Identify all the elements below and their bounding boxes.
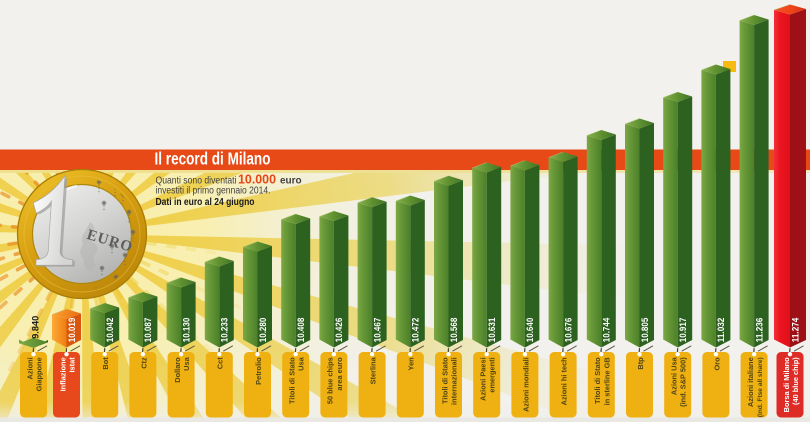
svg-text:10.640: 10.640 — [525, 318, 535, 343]
svg-text:Titoli di Stato: Titoli di Stato — [288, 357, 297, 404]
svg-text:11.032: 11.032 — [716, 318, 726, 343]
svg-text:10.280: 10.280 — [258, 318, 268, 343]
svg-text:Azioni Usa: Azioni Usa — [670, 356, 679, 395]
svg-text:Istat: Istat — [68, 357, 77, 373]
svg-text:Borsa di Milano: Borsa di Milano — [782, 357, 791, 413]
svg-text:10.426: 10.426 — [334, 318, 344, 343]
svg-text:Oro: Oro — [712, 357, 721, 371]
svg-text:10.568: 10.568 — [449, 318, 459, 343]
svg-text:Usa: Usa — [182, 356, 191, 370]
svg-text:9.840: 9.840 — [30, 316, 40, 339]
svg-text:Quanti sono diventati: Quanti sono diventati — [156, 176, 237, 187]
svg-text:area euro: area euro — [335, 357, 344, 391]
svg-text:Btp: Btp — [636, 357, 645, 370]
svg-text:Dollaro: Dollaro — [173, 357, 182, 383]
svg-text:10.472: 10.472 — [411, 318, 421, 343]
svg-text:11.274: 11.274 — [790, 317, 800, 342]
svg-text:Cct: Cct — [216, 357, 225, 369]
svg-text:Bot: Bot — [101, 357, 110, 370]
svg-text:11.236: 11.236 — [754, 318, 764, 343]
svg-text:10.917: 10.917 — [678, 318, 688, 343]
svg-text:Titoli di Stato: Titoli di Stato — [440, 357, 449, 404]
svg-text:Petrolio: Petrolio — [254, 357, 263, 385]
svg-text:Yen: Yen — [407, 357, 416, 371]
svg-text:50 blue chips: 50 blue chips — [326, 357, 335, 404]
svg-text:10.233: 10.233 — [220, 318, 230, 343]
svg-text:Azioni Paesi: Azioni Paesi — [479, 357, 488, 401]
svg-text:Dati in euro al 24 giugno: Dati in euro al 24 giugno — [156, 197, 255, 208]
svg-text:Usa: Usa — [297, 356, 306, 370]
svg-text:10.744: 10.744 — [602, 317, 612, 342]
svg-text:10.130: 10.130 — [181, 318, 191, 343]
svg-text:(40 blue chip): (40 blue chip) — [791, 357, 800, 405]
svg-text:10.408: 10.408 — [296, 318, 306, 343]
svg-text:emergenti: emergenti — [488, 357, 497, 392]
svg-text:10.467: 10.467 — [372, 318, 382, 343]
svg-text:Azioni italiane: Azioni italiane — [746, 357, 755, 407]
svg-text:investiti il primo gennaio 201: investiti il primo gennaio 2014. — [156, 185, 271, 196]
svg-text:10.019: 10.019 — [67, 318, 77, 343]
svg-text:(ind. S&P 500): (ind. S&P 500) — [679, 357, 688, 407]
svg-text:Ctz: Ctz — [139, 357, 148, 369]
svg-text:10.631: 10.631 — [487, 318, 497, 343]
svg-text:10.805: 10.805 — [640, 318, 650, 343]
svg-text:Giappone: Giappone — [35, 357, 44, 391]
svg-text:euro: euro — [280, 176, 302, 187]
svg-text:10.000: 10.000 — [238, 172, 276, 186]
svg-text:10.042: 10.042 — [105, 318, 115, 343]
svg-text:Azioni hi tech: Azioni hi tech — [560, 357, 569, 406]
svg-text:Azioni: Azioni — [25, 357, 34, 379]
svg-text:Il record di Milano: Il record di Milano — [155, 149, 271, 169]
svg-text:Inflazione: Inflazione — [58, 357, 67, 391]
svg-text:(ind. Ftse all share): (ind. Ftse all share) — [757, 357, 764, 417]
svg-text:Titoli di Stato: Titoli di Stato — [593, 357, 602, 404]
svg-text:10.087: 10.087 — [143, 318, 153, 343]
svg-text:internazionali: internazionali — [450, 357, 459, 405]
svg-text:10.676: 10.676 — [563, 318, 573, 343]
svg-text:in sterline GB: in sterline GB — [602, 357, 611, 405]
svg-text:Azioni mondiali: Azioni mondiali — [521, 357, 530, 412]
svg-text:Sterlina: Sterlina — [369, 356, 378, 384]
